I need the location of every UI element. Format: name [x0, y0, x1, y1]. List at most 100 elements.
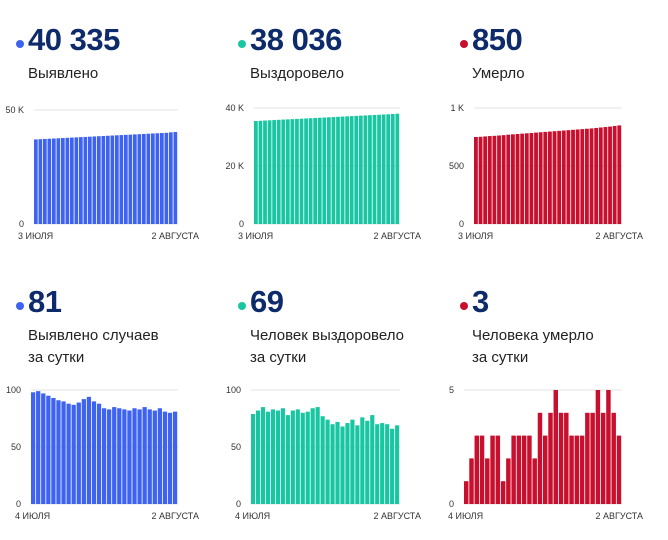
bar [557, 130, 562, 224]
bar [611, 412, 616, 504]
bar [600, 412, 606, 504]
y-tick-label: 0 [236, 499, 241, 509]
legend-dot [16, 302, 24, 310]
bar [395, 113, 400, 224]
bar [65, 137, 70, 224]
metric-label-line: Выявлено [28, 65, 99, 82]
bar [275, 410, 280, 504]
bar [395, 425, 400, 504]
legend-dot [238, 302, 246, 310]
bar [101, 408, 107, 504]
bar [497, 135, 501, 224]
metric-label: Выздоровело [250, 63, 344, 85]
bar [285, 119, 290, 224]
bar [164, 132, 169, 224]
bar [276, 119, 281, 224]
bar [173, 132, 178, 224]
metric-label-line: Человек выздоровело [250, 327, 404, 344]
bar [524, 133, 529, 224]
bar [501, 135, 506, 224]
metric-label-line: Умерло [472, 65, 525, 82]
bar [485, 458, 490, 504]
bar [305, 411, 310, 504]
metric-label-line: за сутки [28, 349, 85, 366]
bar [331, 117, 336, 224]
bar [372, 114, 377, 224]
bar [548, 412, 553, 504]
bar [147, 409, 152, 504]
bar [86, 396, 92, 504]
x-tick-label: 4 ИЮЛЯ [235, 511, 270, 521]
bar [172, 411, 178, 504]
bar [162, 411, 168, 504]
bar [97, 136, 101, 224]
bar [381, 114, 386, 224]
bar [375, 424, 380, 504]
bar [390, 113, 395, 224]
bar [606, 390, 611, 504]
bar [122, 409, 127, 504]
bar [146, 133, 151, 224]
bar [61, 401, 66, 504]
metric-label: Выявлено случаев за сутки [28, 325, 159, 369]
y-tick-label: 1 K [450, 103, 464, 113]
bar [511, 134, 515, 224]
y-tick-label: 50 K [5, 105, 24, 115]
x-tick-label: 2 АВГУСТА [595, 231, 643, 241]
bar [534, 132, 538, 224]
bar [281, 119, 286, 224]
chart-died-daily: 0 5 4 ИЮЛЯ 2 АВГУСТА [448, 385, 643, 521]
bar [304, 118, 308, 224]
panel-recovered-daily: 69 Человек выздоровело за сутки [236, 284, 441, 538]
bar [580, 129, 585, 224]
bar [169, 132, 173, 224]
bar [79, 137, 83, 224]
bar [308, 118, 313, 224]
bar [295, 409, 300, 504]
bar [31, 392, 36, 504]
bar [335, 421, 340, 504]
bar [579, 435, 585, 504]
bar [251, 413, 256, 504]
metric-label: Выявлено [28, 63, 98, 85]
bar [521, 435, 527, 504]
y-tick-label: 100 [226, 385, 241, 395]
bar [142, 133, 146, 224]
bar [117, 408, 122, 504]
bar [474, 137, 478, 224]
bar [340, 426, 345, 504]
bar [543, 435, 548, 504]
bar [355, 425, 360, 504]
bar [590, 412, 595, 504]
bar [483, 136, 488, 224]
bar [506, 134, 511, 224]
bar [345, 423, 350, 504]
x-tick-label: 3 ИЮЛЯ [18, 231, 53, 241]
bar [106, 135, 110, 224]
bar [574, 435, 580, 504]
bar [358, 115, 363, 224]
bar [553, 390, 558, 504]
bar [603, 127, 608, 224]
bar [479, 435, 485, 504]
bar [322, 117, 327, 224]
bar [76, 402, 81, 504]
bar [320, 416, 325, 504]
bar [263, 120, 267, 224]
bar [299, 118, 304, 224]
bar [585, 128, 589, 224]
y-tick-label: 0 [449, 499, 454, 509]
legend-dot [16, 40, 24, 48]
y-tick-label: 0 [459, 219, 464, 229]
bar [152, 410, 157, 504]
bar [386, 114, 391, 224]
total-value: 69 [250, 284, 284, 319]
y-tick-label: 50 [11, 442, 21, 452]
bar [315, 407, 320, 504]
bar [300, 412, 305, 504]
y-tick-label: 5 [449, 385, 454, 395]
bar [128, 134, 133, 224]
bar [41, 393, 46, 504]
bar [70, 137, 74, 224]
bar [52, 138, 56, 224]
